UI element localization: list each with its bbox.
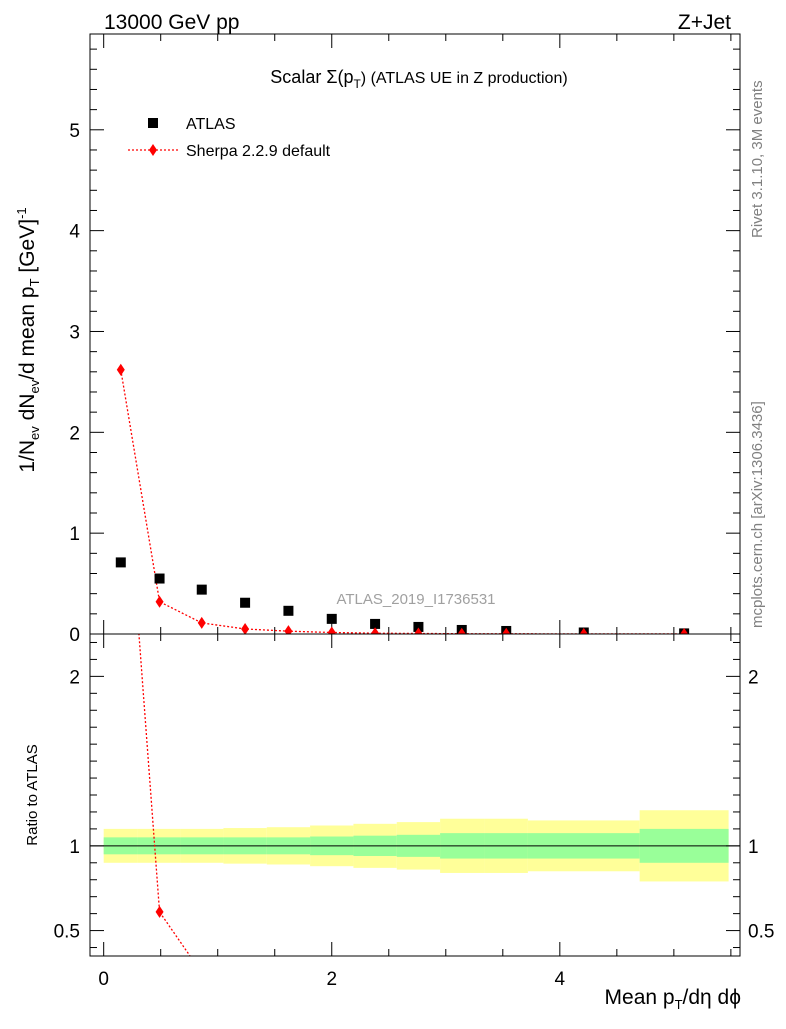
sherpa-point [680,627,689,634]
atlas-data-point [326,613,337,624]
sherpa-point [579,627,588,634]
main-y-tick-label: 1 [69,524,80,545]
sherpa-ratio-point [198,967,206,979]
legend: ATLAS Sherpa 2.2.9 default [128,116,331,160]
atlas-data-point [115,557,126,568]
main-y-tick-label: 3 [69,322,80,343]
atlas-data-point [154,573,165,584]
atlas-data-point [413,621,424,632]
main-y-tick-label: 0 [69,625,80,646]
legend-label-sherpa: Sherpa 2.2.9 default [186,143,331,160]
x-tick-label: 2 [326,969,337,990]
side-label-rivet: Rivet 3.1.10, 3M events [749,80,766,238]
header-process-label: Z+Jet [678,11,731,34]
legend-label-atlas: ATLAS [186,116,236,133]
sherpa-ratio-point [155,905,164,918]
ratio-panel: 0.5 0.5 1 1 2 2 0 2 4 Ratio to ATLAS Mean pT/dη … [24,633,774,1012]
sherpa-point [116,363,125,376]
x-axis-label: Mean pT/dη dϕ [605,986,741,1012]
atlas-data-point [240,597,251,608]
sherpa-point [502,627,511,634]
plot-title: Scalar Σ(pT) (ATLAS UE in Z production) [270,67,567,91]
atlas-data-point [370,618,381,629]
main-y-axis-label: 1/Nev dNev/d mean pT [GeV]-1 [14,207,42,472]
main-y-tick-label: 5 [69,121,80,142]
atlas-data-point [196,584,207,595]
ratio-y-tick-label-right: 1 [748,837,759,858]
plot-title-text: Scalar Σ(p [270,67,353,87]
ratio-y-tick-label: 2 [69,667,80,688]
ratio-y-tick-label-right: 2 [748,667,759,688]
sherpa-point [241,622,250,634]
ratio-y-axis-label: Ratio to ATLAS [24,744,41,845]
legend-marker-sherpa [149,144,157,156]
sherpa-point [327,626,336,634]
ratio-y-tick-label-right: 0.5 [748,922,774,943]
ratio-y-tick-label: 1 [69,837,80,858]
legend-marker-atlas [148,118,158,128]
plot-title-subscript: T [353,77,361,91]
sherpa-ratio-line [138,634,191,956]
x-tick-label: 0 [98,969,109,990]
watermark-analysis-id: ATLAS_2019_I1736531 [336,591,495,608]
plot-title-rest: ) (ATLAS UE in Z production) [361,70,568,87]
sherpa-point [457,627,466,634]
ratio-frame [89,633,741,957]
main-y-tick-label: 4 [69,222,80,243]
sherpa-point [371,627,380,634]
main-panel: 0 1 2 3 4 5 ATLAS_2019_I1736531 Scalar Σ(pT) … [14,33,741,646]
ratio-y-tick-label: 0.5 [54,922,80,943]
x-tick-label: 4 [555,969,566,990]
sherpa-point [197,616,206,629]
main-y-tick-label: 2 [69,423,80,444]
header-energy-label: 13000 GeV pp [104,11,239,34]
sherpa-point [155,595,164,608]
atlas-data-point [283,605,294,616]
sherpa-point [414,627,423,634]
side-label-mcplots: mcplots.cern.ch [arXiv:1306.3436] [749,401,766,628]
sherpa-point [284,625,293,634]
